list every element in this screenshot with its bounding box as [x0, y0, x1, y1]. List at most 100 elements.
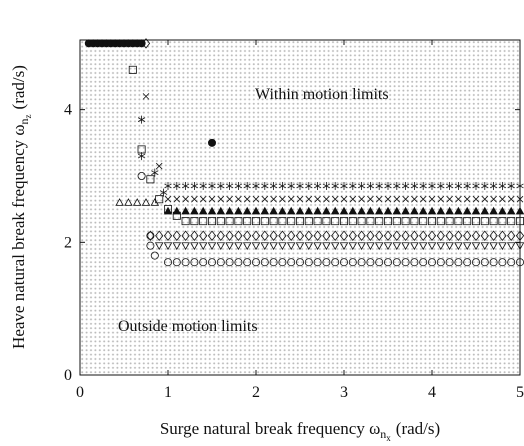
- marker: [217, 181, 225, 190]
- marker: [295, 230, 305, 241]
- marker: [374, 206, 384, 215]
- marker: [480, 258, 489, 267]
- marker: [199, 217, 208, 226]
- marker: [295, 217, 304, 226]
- marker: [445, 181, 454, 190]
- marker: [462, 242, 472, 251]
- marker: [375, 230, 384, 241]
- marker: [330, 206, 340, 215]
- marker: [146, 230, 155, 241]
- marker: [278, 258, 287, 267]
- marker: [235, 195, 242, 203]
- marker: [287, 258, 296, 267]
- marker: [322, 217, 331, 226]
- marker: [471, 230, 481, 241]
- marker: [384, 195, 392, 203]
- marker: [419, 258, 428, 267]
- marker: [410, 181, 419, 190]
- marker: [181, 217, 190, 226]
- marker: [498, 217, 507, 226]
- marker: [471, 206, 481, 215]
- marker: [367, 195, 374, 203]
- marker: [225, 242, 234, 251]
- marker: [357, 242, 366, 251]
- marker: [146, 241, 155, 250]
- marker: [150, 198, 160, 206]
- marker: [151, 168, 159, 177]
- marker: [269, 230, 278, 241]
- marker: [172, 242, 182, 251]
- marker: [261, 181, 269, 190]
- marker: [225, 181, 234, 190]
- marker: [225, 217, 234, 226]
- marker: [313, 217, 322, 226]
- marker: [410, 217, 419, 226]
- marker: [348, 258, 357, 267]
- marker: [427, 230, 437, 241]
- marker: [418, 206, 428, 215]
- marker: [506, 206, 516, 215]
- marker: [234, 258, 243, 267]
- marker: [207, 230, 217, 241]
- y-tick-label: 2: [64, 234, 72, 251]
- marker: [216, 258, 225, 267]
- marker: [498, 230, 507, 241]
- marker: [287, 195, 295, 203]
- marker: [322, 242, 331, 251]
- marker: [216, 230, 225, 241]
- marker: [190, 217, 199, 226]
- marker: [243, 195, 251, 203]
- marker: [141, 198, 151, 206]
- marker: [489, 242, 498, 251]
- marker: [498, 242, 507, 251]
- marker: [251, 206, 261, 215]
- marker: [436, 206, 446, 215]
- marker: [142, 93, 150, 100]
- marker: [234, 206, 243, 215]
- marker: [393, 195, 401, 203]
- marker: [489, 230, 498, 241]
- marker: [190, 230, 199, 241]
- marker: [242, 242, 252, 251]
- marker: [436, 230, 445, 241]
- marker: [419, 195, 427, 203]
- marker: [199, 195, 207, 203]
- marker: [216, 217, 225, 226]
- marker: [296, 181, 304, 190]
- marker: [437, 181, 445, 190]
- annotation: Outside motion limits: [118, 318, 258, 335]
- marker: [243, 230, 252, 241]
- marker: [163, 258, 172, 267]
- marker: [357, 258, 366, 267]
- marker: [392, 230, 401, 241]
- marker: [507, 181, 515, 190]
- marker: [392, 258, 401, 267]
- marker: [155, 162, 163, 170]
- marker: [384, 181, 392, 190]
- marker: [339, 206, 349, 215]
- marker: [436, 258, 445, 267]
- marker: [401, 206, 410, 215]
- marker: [330, 242, 340, 251]
- marker: [313, 242, 322, 251]
- marker: [260, 258, 269, 267]
- marker: [141, 38, 151, 49]
- marker: [199, 181, 207, 190]
- marker: [507, 230, 516, 241]
- marker: [279, 195, 286, 203]
- marker: [339, 217, 348, 226]
- marker: [498, 206, 507, 215]
- marker: [304, 230, 313, 241]
- marker: [295, 242, 305, 251]
- marker: [392, 217, 401, 226]
- marker: [146, 231, 155, 240]
- marker: [375, 258, 384, 267]
- marker: [305, 181, 313, 190]
- marker: [226, 195, 233, 203]
- marker: [427, 242, 437, 251]
- marker: [392, 242, 402, 251]
- marker: [278, 217, 287, 226]
- marker: [454, 242, 463, 251]
- y-tick-label: 4: [64, 102, 72, 119]
